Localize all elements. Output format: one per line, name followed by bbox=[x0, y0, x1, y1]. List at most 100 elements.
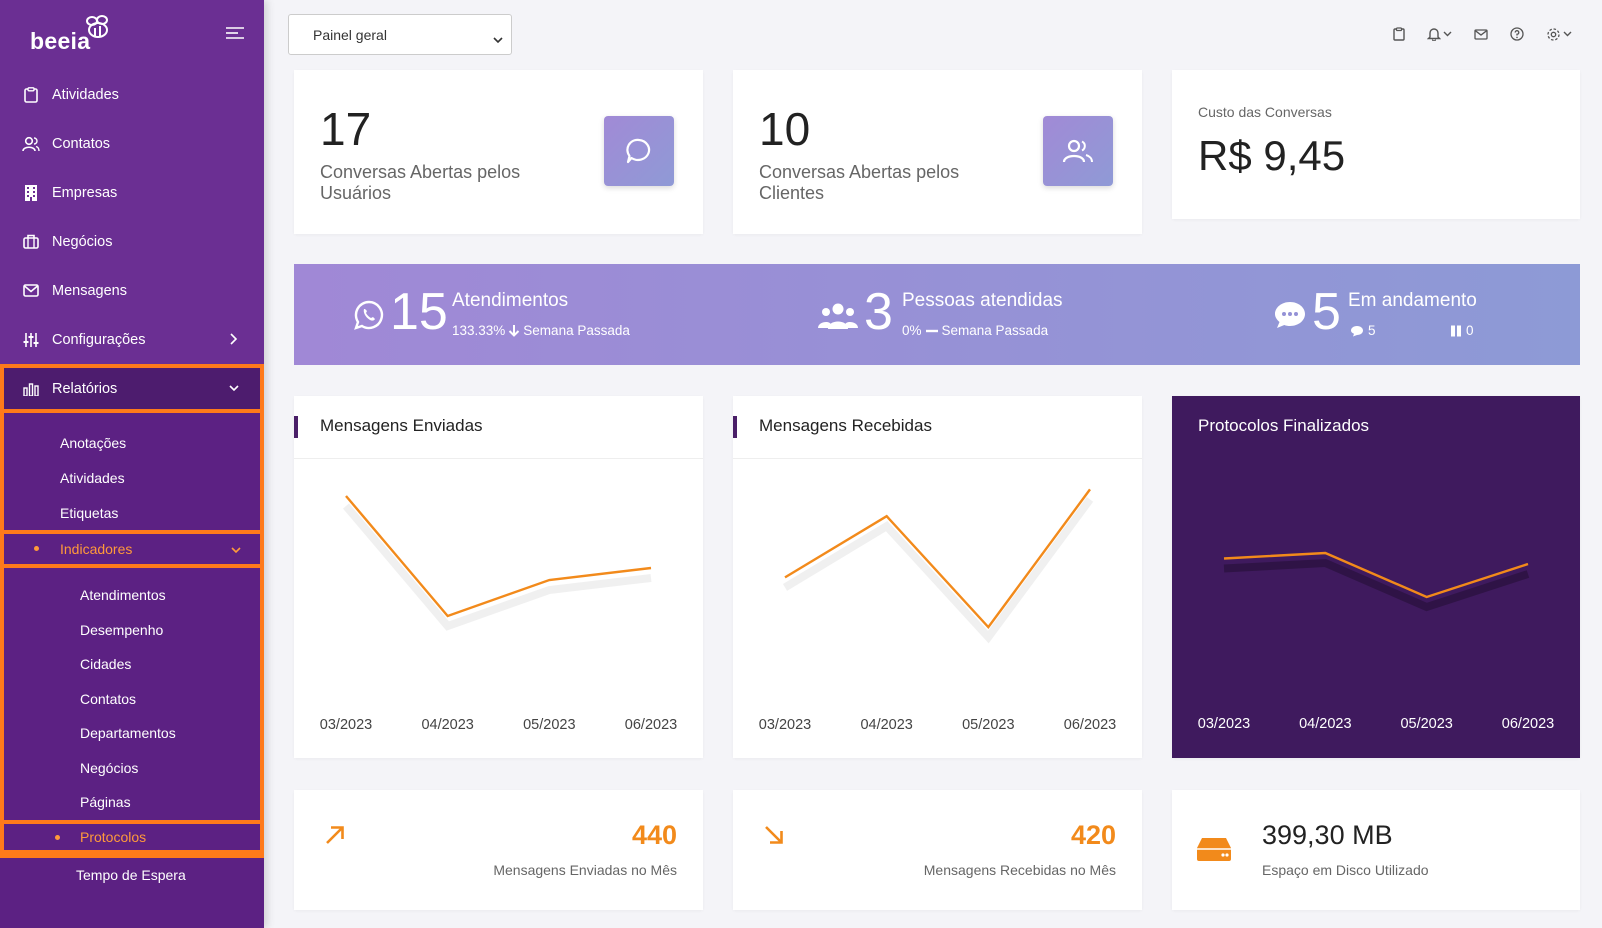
users-icon bbox=[22, 135, 40, 153]
user-conversations-label: Conversas Abertas pelos Usuários bbox=[320, 162, 521, 203]
user-conversations-count: 17 bbox=[320, 103, 372, 155]
in-progress-label: Em andamento bbox=[1348, 290, 1477, 311]
indicator-item-desempenho[interactable]: Desempenho bbox=[80, 621, 164, 638]
submenu-item-anotacoes[interactable]: Anotações bbox=[60, 434, 127, 451]
attendances-pct: 133.33% bbox=[452, 323, 506, 338]
chat-dots-icon bbox=[1275, 302, 1305, 328]
sidebar-item-label: Configurações bbox=[52, 331, 146, 348]
chart-card-sent: Mensagens Enviadas 03/2023 04/2023 05/2023… bbox=[294, 396, 703, 758]
summary-banner: 15 Atendimentos 133.33% Semana Passada 3… bbox=[294, 264, 1580, 365]
sidebar-item-atividades[interactable]: Atividades bbox=[0, 70, 264, 119]
chevron-down-icon bbox=[228, 381, 240, 395]
arrow-down-icon bbox=[509, 325, 520, 337]
chart-sent: 03/2023 04/2023 05/2023 06/2023 bbox=[320, 495, 677, 733]
chart-title: Mensagens Enviadas bbox=[320, 416, 483, 435]
submenu-item-etiquetas[interactable]: Etiquetas bbox=[60, 504, 119, 521]
indicator-item-paginas[interactable]: Páginas bbox=[80, 794, 131, 811]
x-tick-label: 04/2023 bbox=[860, 717, 912, 733]
chart-divider bbox=[294, 458, 703, 459]
card-client-conversations: 10 Conversas Abertas pelos Clientes bbox=[733, 70, 1142, 234]
attendances-trend: 133.33% Semana Passada bbox=[452, 323, 630, 338]
sidebar-nav: Atividades Contatos Empresas Negócios Me… bbox=[0, 70, 264, 928]
mail-icon[interactable] bbox=[1474, 24, 1488, 44]
sidebar-item-configuracoes[interactable]: Configurações bbox=[0, 315, 264, 364]
banner-in-progress: 5 Em andamento 5 0 bbox=[1274, 264, 1574, 365]
sidebar-footer-space bbox=[0, 892, 264, 928]
help-icon[interactable] bbox=[1510, 24, 1524, 44]
chevron-right-icon bbox=[228, 332, 240, 346]
sidebar-item-mensagens[interactable]: Mensagens bbox=[0, 266, 264, 315]
chevron-down-icon bbox=[230, 543, 242, 559]
sidebar-item-relatorios[interactable]: Relatórios bbox=[0, 364, 264, 413]
client-conversations-label: Conversas Abertas pelos Clientes bbox=[759, 162, 960, 203]
in-progress-count: 5 bbox=[1312, 283, 1341, 341]
in-progress-chat-count: 5 bbox=[1368, 323, 1376, 338]
indicator-item-protocolos[interactable]: Protocolos bbox=[0, 819, 264, 854]
sidebar-item-contatos[interactable]: Contatos bbox=[0, 119, 264, 168]
x-tick-label: 04/2023 bbox=[421, 717, 473, 733]
x-tick-label: 06/2023 bbox=[625, 717, 677, 733]
people-period: Semana Passada bbox=[941, 323, 1049, 338]
submenu-item-indicadores[interactable]: Indicadores bbox=[0, 530, 264, 568]
hard-drive-icon bbox=[1197, 838, 1231, 861]
series-line bbox=[345, 495, 652, 618]
indicator-item-cidades[interactable]: Cidades bbox=[80, 656, 132, 673]
series-line bbox=[1223, 551, 1529, 599]
chevron-down-icon bbox=[1563, 31, 1572, 37]
submenu-item-atividades[interactable]: Atividades bbox=[60, 469, 125, 486]
sidebar-item-empresas[interactable]: Empresas bbox=[0, 168, 264, 217]
disk-usage-label: Espaço em Disco Utilizado bbox=[1262, 862, 1429, 878]
indicator-item-departamentos[interactable]: Departamentos bbox=[80, 725, 176, 742]
chat-icon bbox=[1351, 325, 1363, 336]
client-conversations-count: 10 bbox=[759, 103, 811, 155]
sidebar-item-label: Atividades bbox=[52, 86, 119, 103]
received-month-label: Mensagens Recebidas no Mês bbox=[923, 862, 1116, 878]
card-conversation-cost: Custo das Conversas R$ 9,45 bbox=[1172, 70, 1580, 219]
x-tick-label: 03/2023 bbox=[320, 717, 372, 733]
briefcase-icon bbox=[22, 233, 40, 251]
attendances-period: Semana Passada bbox=[523, 323, 630, 338]
indicator-item-negocios[interactable]: Negócios bbox=[80, 759, 139, 776]
sidebar: beeia Atividades Contatos Empresas Negóc… bbox=[0, 0, 264, 928]
sidebar-item-label: Negócios bbox=[52, 233, 113, 250]
people-trend: 0% Semana Passada bbox=[902, 323, 1048, 338]
cost-label: Custo das Conversas bbox=[1198, 104, 1332, 120]
indicator-item-atendimentos[interactable]: Atendimentos bbox=[80, 587, 166, 604]
indicator-item-label: Protocolos bbox=[80, 828, 147, 845]
card-received-month: 420 Mensagens Recebidas no Mês bbox=[733, 790, 1142, 910]
series-line bbox=[784, 488, 1091, 630]
x-tick-label: 05/2023 bbox=[523, 717, 575, 733]
chart-card-received: Mensagens Recebidas 03/2023 04/2023 05/202… bbox=[733, 396, 1142, 758]
clipboard-icon[interactable] bbox=[1393, 24, 1405, 44]
bullet-icon bbox=[34, 546, 39, 551]
indicators-submenu: Atendimentos Desempenho Cidades Contatos… bbox=[0, 568, 264, 854]
sidebar-item-negocios[interactable]: Negócios bbox=[0, 217, 264, 266]
dashboard-select[interactable]: Painel geral bbox=[288, 14, 512, 55]
menu-toggle-icon[interactable] bbox=[226, 26, 246, 42]
indicator-item-tempo-de-espera[interactable]: Tempo de Espera bbox=[0, 858, 264, 893]
banner-people: 3 Pessoas atendidas 0% Semana Passada bbox=[818, 264, 1118, 365]
sent-month-label: Mensagens Enviadas no Mês bbox=[493, 862, 677, 878]
mail-icon bbox=[22, 282, 40, 300]
sent-month-value: 440 bbox=[631, 820, 677, 850]
in-progress-chat: 5 bbox=[1350, 323, 1376, 338]
logo[interactable]: beeia bbox=[30, 14, 120, 56]
attendances-count: 15 bbox=[390, 283, 448, 341]
chevron-down-icon bbox=[493, 31, 503, 47]
indicator-item-contatos[interactable]: Contatos bbox=[80, 690, 137, 707]
chevron-down-icon bbox=[1443, 31, 1452, 37]
gear-icon[interactable] bbox=[1546, 24, 1572, 44]
card-sent-month: 440 Mensagens Enviadas no Mês bbox=[294, 790, 703, 910]
bell-icon[interactable] bbox=[1427, 24, 1452, 44]
whatsapp-icon bbox=[354, 300, 384, 330]
submenu-item-label: Indicadores bbox=[60, 541, 133, 557]
people-count: 3 bbox=[864, 283, 893, 341]
chart-title: Protocolos Finalizados bbox=[1198, 416, 1370, 435]
attendances-label: Atendimentos bbox=[452, 290, 569, 311]
logo-text: beeia bbox=[30, 28, 91, 54]
arrow-up-right-icon bbox=[326, 826, 344, 844]
chart-card-protocols: Protocolos Finalizados 03/2023 04/2023 05/… bbox=[1172, 396, 1580, 758]
chart-accent-bar bbox=[294, 416, 298, 438]
bullet-icon bbox=[55, 834, 60, 840]
card-disk-usage: 399,30 MB Espaço em Disco Utilizado bbox=[1172, 790, 1580, 910]
